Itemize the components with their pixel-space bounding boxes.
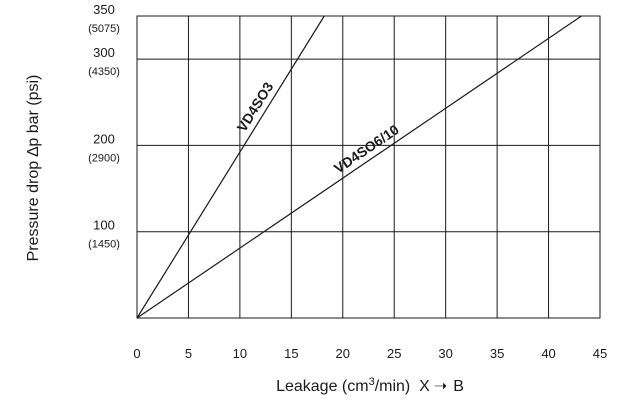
y-axis-ticks: 100 (1450) 200 (2900) 300 (4350) 350 (5075) — [88, 2, 120, 251]
x-tick-label: 40 — [541, 346, 555, 361]
series-line — [136, 15, 325, 319]
y-tick-label: 200 — [93, 131, 115, 146]
x-tick-label: 0 — [133, 346, 140, 361]
x-tick-label: 30 — [438, 346, 452, 361]
series-lines — [136, 15, 582, 319]
x-axis-title-prefix: Leakage (cm — [276, 378, 369, 395]
y-tick-label: 300 — [93, 45, 115, 60]
y-tick-sublabel: (1450) — [88, 239, 120, 251]
x-tick-label: 10 — [233, 346, 247, 361]
x-tick-label: 20 — [336, 346, 350, 361]
x-tick-label: 25 — [387, 346, 401, 361]
x-tick-label: 5 — [185, 346, 192, 361]
x-axis-title-tail: B — [453, 378, 464, 395]
y-tick-label: 100 — [93, 218, 115, 233]
arrow-icon: ➝ — [434, 378, 447, 395]
series-label: VD4SO6/10 — [331, 121, 402, 176]
y-tick-label: 350 — [93, 2, 115, 17]
x-axis-title-suffix: /min) X — [375, 378, 430, 395]
x-tick-label: 45 — [593, 346, 607, 361]
y-tick-sublabel: (4350) — [88, 66, 120, 78]
plot-frame — [136, 15, 601, 319]
x-tick-label: 35 — [490, 346, 504, 361]
x-axis-title-superscript: 3 — [369, 376, 375, 388]
y-tick-sublabel: (2900) — [88, 152, 120, 164]
grid — [136, 15, 601, 318]
y-tick-sublabel: (5075) — [88, 23, 120, 35]
series-line — [136, 15, 582, 319]
x-axis-title: Leakage (cm3/min) X ➝ B — [276, 376, 464, 395]
x-axis-ticks: 0 5 10 15 20 25 30 35 40 45 — [133, 346, 607, 361]
y-axis-title: Pressure drop ∆p bar (psi) — [25, 75, 42, 262]
x-tick-label: 15 — [284, 346, 298, 361]
